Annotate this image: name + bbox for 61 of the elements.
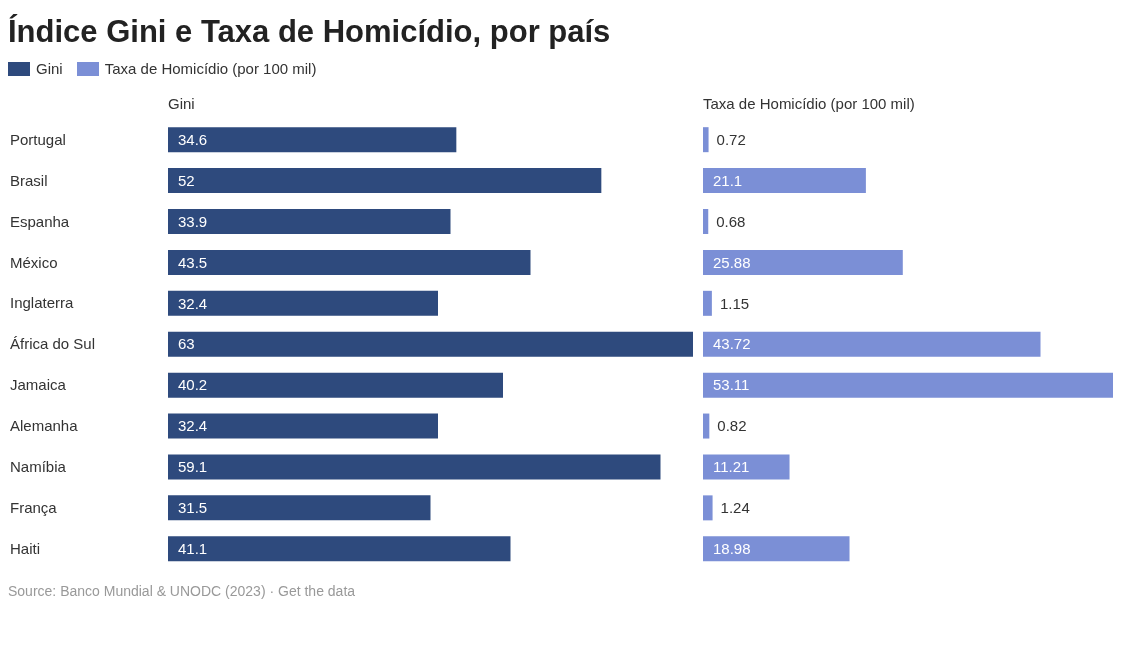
source-note: Source: Banco Mundial & UNODC (2023) · Get the data <box>8 583 357 599</box>
y-tick-label: Brasil <box>10 171 48 189</box>
bar <box>168 495 431 521</box>
x-axis-title: Gini <box>168 95 196 114</box>
data-label: 40.2 <box>178 376 208 394</box>
bar <box>703 413 710 439</box>
bar <box>168 413 438 439</box>
y-tick-label: Alemanha <box>10 417 79 435</box>
x-axis-title: Taxa de Homicídio (por 100 mil) <box>703 95 916 114</box>
y-tick-label: Haiti <box>10 539 41 557</box>
bar <box>168 290 438 316</box>
data-label: 59.1 <box>178 458 208 476</box>
data-label: 43.5 <box>178 253 208 271</box>
bar <box>703 331 1041 357</box>
bar <box>703 454 790 480</box>
bar <box>168 249 531 275</box>
y-tick-label: México <box>10 253 58 271</box>
bar <box>168 536 511 562</box>
data-label: 34.6 <box>178 130 208 148</box>
y-tick-label: Espanha <box>10 212 70 230</box>
data-label: 32.4 <box>178 294 208 312</box>
bar <box>703 372 1113 398</box>
data-label: 52 <box>178 171 195 189</box>
y-tick-label: Portugal <box>10 130 66 148</box>
bar <box>703 249 903 275</box>
data-label: 0.68 <box>716 212 746 230</box>
bar <box>703 209 709 234</box>
bar <box>168 168 602 194</box>
bar <box>168 454 661 480</box>
data-label: 25.88 <box>713 253 751 271</box>
data-label: 21.1 <box>713 171 743 189</box>
data-label: 31.5 <box>178 499 208 517</box>
bar <box>703 127 709 153</box>
data-label: 0.82 <box>717 417 747 435</box>
y-tick-label: Namíbia <box>10 458 67 476</box>
bar <box>168 127 457 153</box>
y-tick-label: Inglaterra <box>10 294 75 312</box>
data-label: 18.98 <box>713 540 751 558</box>
data-label: 53.11 <box>713 376 750 394</box>
bar <box>703 536 850 562</box>
legend-label: Gini <box>35 60 63 77</box>
y-tick-label: África do Sul <box>10 335 96 353</box>
data-label: 1.15 <box>719 294 750 312</box>
y-tick-label: França <box>10 498 58 516</box>
bar <box>168 209 451 234</box>
legend-label: Taxa de Homicídio (por 100 mil) <box>103 60 317 77</box>
data-label: 43.72 <box>713 335 751 353</box>
data-label: 33.9 <box>178 212 208 230</box>
bar <box>703 168 866 194</box>
bar <box>168 331 693 357</box>
chart-title: Índice Gini e Taxa de Homicídio, por país <box>8 13 612 50</box>
data-label: 1.24 <box>720 499 750 517</box>
bar <box>168 372 503 398</box>
data-label: 0.72 <box>716 130 746 148</box>
y-tick-label: Jamaica <box>10 376 67 394</box>
data-label: 11.21 <box>713 458 750 476</box>
bar <box>703 495 713 521</box>
data-label: 41.1 <box>178 540 208 558</box>
bar <box>703 290 712 316</box>
data-label: 63 <box>178 335 195 353</box>
data-label: 32.4 <box>178 417 208 435</box>
